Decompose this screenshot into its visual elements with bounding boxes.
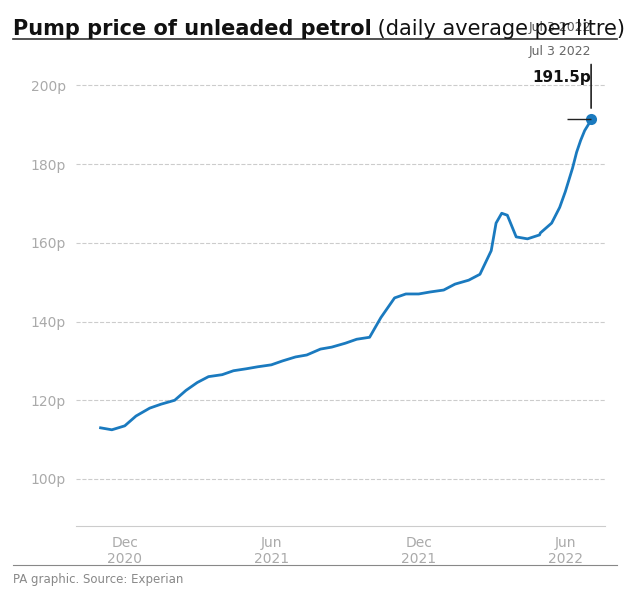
Text: PA graphic. Source: Experian: PA graphic. Source: Experian bbox=[13, 573, 183, 586]
Text: Jul 3 2022: Jul 3 2022 bbox=[529, 45, 591, 58]
Text: (daily average per litre): (daily average per litre) bbox=[371, 19, 626, 39]
Text: Pump price of unleaded petrol: Pump price of unleaded petrol bbox=[13, 19, 371, 39]
Text: Jul 3 2022: Jul 3 2022 bbox=[529, 21, 591, 34]
Text: 191.5p: 191.5p bbox=[532, 69, 591, 84]
